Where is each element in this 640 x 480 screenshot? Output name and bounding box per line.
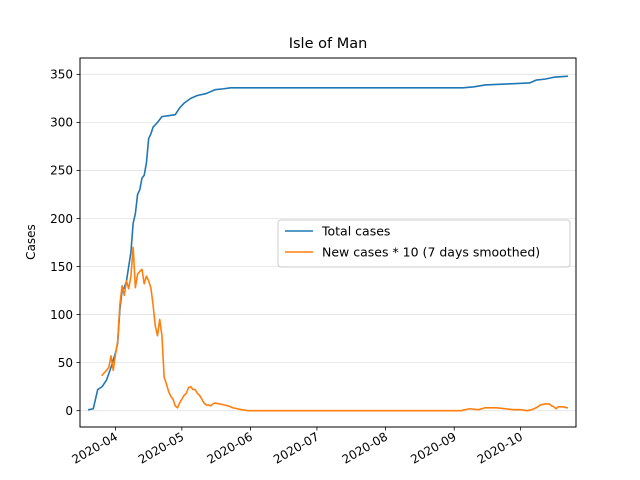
plot-lines [87, 75, 569, 412]
y-tick-label: 0 [65, 404, 73, 418]
y-tick-label: 150 [50, 260, 73, 274]
y-tick-label: 250 [50, 164, 73, 178]
legend-label-new-cases: New cases * 10 (7 days smoothed) [322, 245, 540, 260]
y-tick-label: 100 [50, 308, 73, 322]
y-tick-label: 300 [50, 116, 73, 130]
y-axis-label: Cases [24, 224, 38, 260]
legend: Total cases New cases * 10 (7 days smoot… [277, 219, 571, 268]
y-tick-label: 200 [50, 212, 73, 226]
legend-label-total-cases: Total cases [321, 224, 390, 239]
chart-title: Isle of Man [289, 36, 368, 52]
legend-box [277, 219, 571, 268]
y-axis: 0 50 100 150 200 250 300 350 [50, 68, 80, 418]
y-tick-label: 50 [58, 356, 73, 370]
y-tick-label: 350 [50, 68, 73, 82]
series-line-1 [101, 246, 569, 412]
plot-area-frame [79, 57, 577, 428]
